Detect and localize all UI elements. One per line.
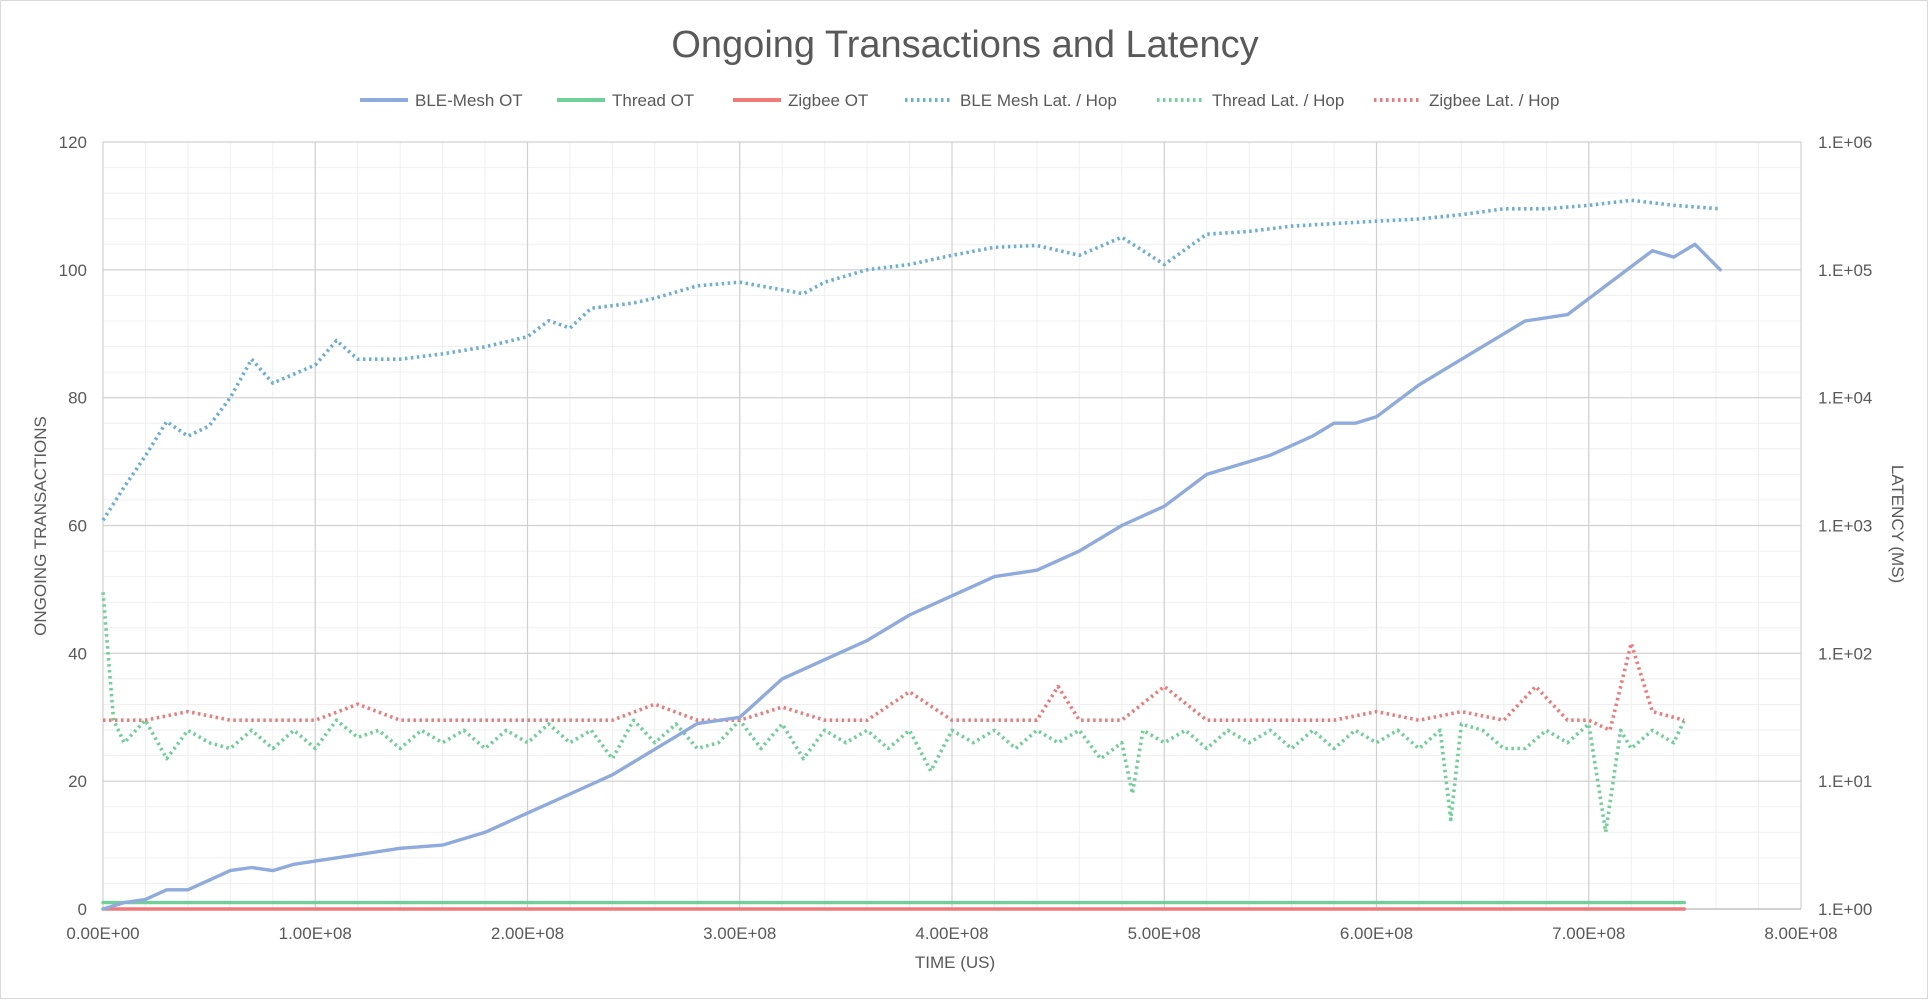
series-line-5 bbox=[101, 592, 1686, 834]
y2-tick-label: 1.E+06 bbox=[1818, 133, 1872, 152]
y2-tick-label: 1.E+03 bbox=[1818, 517, 1872, 536]
x-tick-label: 6.00E+08 bbox=[1340, 924, 1413, 943]
y-tick-label: 100 bbox=[59, 261, 87, 280]
y-axis-ticks: 0 20 40 60 80 100 120 bbox=[59, 133, 87, 919]
y2-axis-ticks: 1.E+00 1.E+01 1.E+02 1.E+03 1.E+04 1.E+05 1.E+… bbox=[1818, 133, 1872, 919]
series-layer bbox=[101, 198, 1722, 911]
series-line-1 bbox=[101, 242, 1722, 911]
series-line-6 bbox=[103, 641, 1685, 733]
y-tick-label: 0 bbox=[78, 900, 87, 919]
legend-label: BLE-Mesh OT bbox=[415, 91, 523, 110]
series-line-4 bbox=[101, 198, 1721, 522]
x-tick-label: 2.00E+08 bbox=[491, 924, 564, 943]
y-tick-label: 80 bbox=[68, 389, 87, 408]
x-tick-label: 3.00E+08 bbox=[703, 924, 776, 943]
x-tick-label: 8.00E+08 bbox=[1764, 924, 1837, 943]
x-axis-ticks: 0.00E+00 1.00E+08 2.00E+08 3.00E+08 4.00E+08… bbox=[66, 924, 1837, 943]
x-tick-label: 4.00E+08 bbox=[915, 924, 988, 943]
x-tick-label: 1.00E+08 bbox=[279, 924, 352, 943]
y-tick-label: 120 bbox=[59, 133, 87, 152]
chart-title: Ongoing Transactions and Latency bbox=[671, 24, 1258, 66]
y2-tick-label: 1.E+02 bbox=[1818, 644, 1872, 663]
y-axis-title: ONGOING TRANSACTIONS bbox=[31, 416, 50, 636]
legend: BLE-Mesh OT Thread OT Zigbee OT BLE Mesh La… bbox=[360, 91, 1559, 110]
legend-label: Zigbee Lat. / Hop bbox=[1429, 91, 1559, 110]
legend-label: Thread Lat. / Hop bbox=[1212, 91, 1344, 110]
y2-axis-title: LATENCY (MS) bbox=[1888, 465, 1907, 583]
x-tick-label: 7.00E+08 bbox=[1552, 924, 1625, 943]
y-tick-label: 60 bbox=[68, 517, 87, 536]
x-tick-label: 5.00E+08 bbox=[1128, 924, 1201, 943]
y2-tick-label: 1.E+05 bbox=[1818, 261, 1872, 280]
legend-label: Zigbee OT bbox=[788, 91, 868, 110]
major-gridlines bbox=[102, 141, 1802, 910]
x-axis-title: TIME (US) bbox=[915, 953, 995, 972]
y2-tick-label: 1.E+04 bbox=[1818, 389, 1872, 408]
legend-label: BLE Mesh Lat. / Hop bbox=[960, 91, 1117, 110]
y-tick-label: 20 bbox=[68, 772, 87, 791]
y2-tick-label: 1.E+01 bbox=[1818, 772, 1872, 791]
y2-tick-label: 1.E+00 bbox=[1818, 900, 1872, 919]
y-tick-label: 40 bbox=[68, 644, 87, 663]
x-tick-label: 0.00E+00 bbox=[66, 924, 139, 943]
legend-label: Thread OT bbox=[612, 91, 694, 110]
